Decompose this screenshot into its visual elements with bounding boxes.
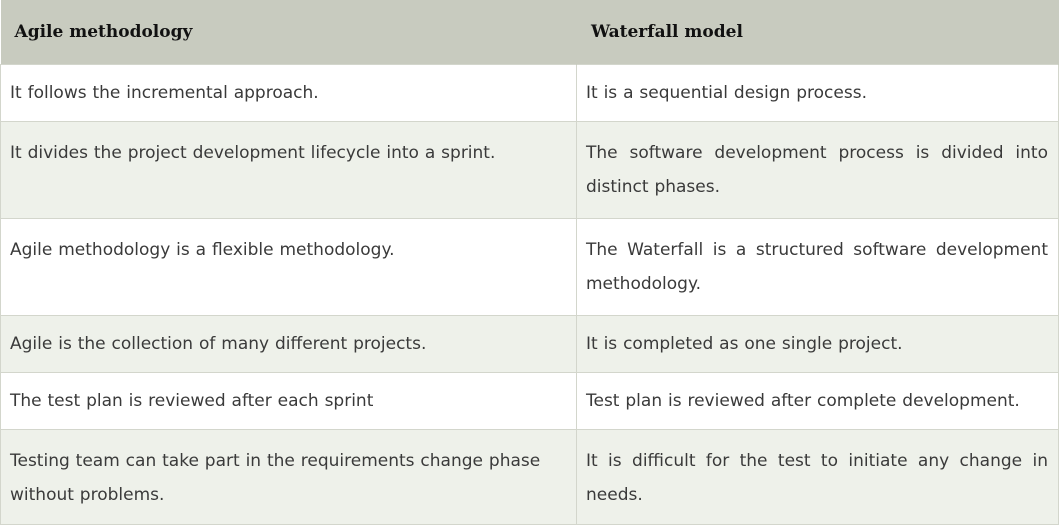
header-waterfall: Waterfall model <box>576 0 1059 65</box>
table-header-row: Agile methodology Waterfall model <box>0 0 1059 65</box>
agile-cell: Agile methodology is a flexible methodol… <box>0 218 577 316</box>
table-row: Agile is the collection of many differen… <box>0 315 1059 373</box>
table-row: It follows the incremental approach. It … <box>0 64 1059 122</box>
header-agile: Agile methodology <box>0 0 577 65</box>
agile-cell: It follows the incremental approach. <box>0 64 577 122</box>
waterfall-cell: The software development process is divi… <box>576 121 1059 219</box>
agile-cell: Testing team can take part in the requir… <box>0 429 577 525</box>
waterfall-cell: Test plan is reviewed after complete dev… <box>576 372 1059 430</box>
table-row: It divides the project development lifec… <box>0 121 1059 219</box>
waterfall-cell: It is difficult for the test to initiate… <box>576 429 1059 525</box>
table-row: The test plan is reviewed after each spr… <box>0 372 1059 430</box>
table-row: Agile methodology is a flexible methodol… <box>0 218 1059 316</box>
agile-cell: The test plan is reviewed after each spr… <box>0 372 577 430</box>
waterfall-cell: It is a sequential design process. <box>576 64 1059 122</box>
table-row: Testing team can take part in the requir… <box>0 429 1059 525</box>
agile-cell: Agile is the collection of many differen… <box>0 315 577 373</box>
waterfall-cell: The Waterfall is a structured software d… <box>576 218 1059 316</box>
waterfall-cell: It is completed as one single project. <box>576 315 1059 373</box>
agile-cell: It divides the project development lifec… <box>0 121 577 219</box>
